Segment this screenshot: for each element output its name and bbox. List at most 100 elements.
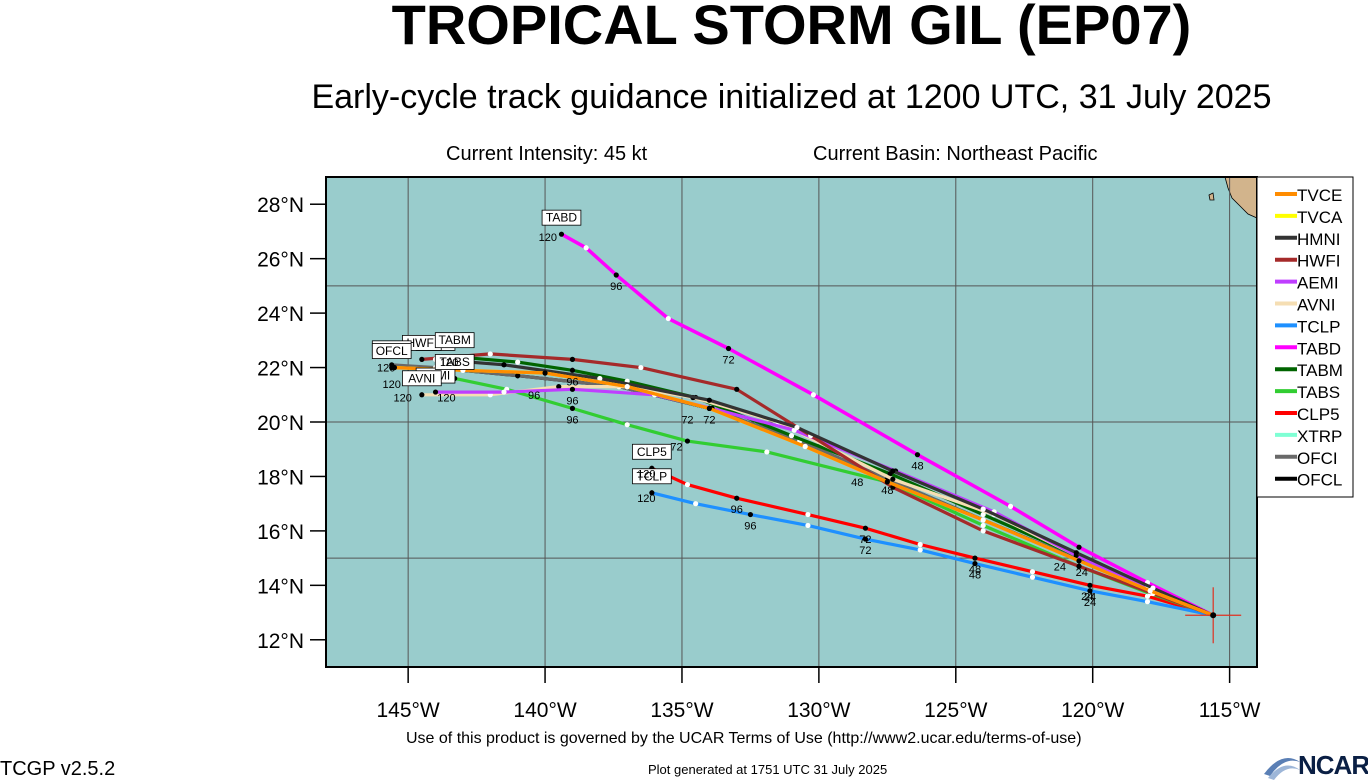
track-point (1029, 569, 1036, 575)
forecast-hour-label: 96 (744, 521, 756, 533)
track-point (391, 364, 398, 371)
lat-label: 26°N (257, 249, 304, 272)
legend-label-tclp: TCLP (1297, 317, 1340, 336)
track-point (980, 511, 986, 518)
ncar-logo-text: NCAR (1298, 750, 1368, 780)
track-point (684, 438, 691, 444)
forecast-hour-label: 96 (731, 504, 743, 516)
model-tracks (389, 231, 1214, 617)
endpoint-tag-box (541, 209, 582, 226)
init-marker (1185, 587, 1242, 644)
endpoint-tag-text: HWFI (407, 336, 438, 350)
track-point (917, 541, 923, 548)
legend-label-ofci: OFCI (1297, 449, 1338, 468)
track-point (972, 560, 978, 567)
legend-label-tabm: TABM (1297, 361, 1343, 380)
track-labels: HMNIHWFIAEMIAVNI96724824TCLP967248TABD96… (371, 209, 1096, 609)
forecast-hour-label: 48 (969, 564, 981, 576)
track-point (613, 272, 619, 278)
track-point (569, 356, 576, 362)
forecast-hour-label: 72 (670, 442, 682, 454)
track-point (862, 536, 869, 542)
forecast-hour-label: 24 (1081, 591, 1093, 603)
track-point (706, 397, 712, 403)
track-point (980, 522, 986, 529)
track-point (542, 370, 548, 376)
track-point (1076, 563, 1082, 569)
track-point (649, 490, 655, 496)
lat-label: 22°N (257, 358, 304, 381)
terms-of-use: Use of this product is governed by the U… (406, 730, 1082, 747)
forecast-hour-label: 24 (1084, 597, 1096, 609)
track-hmni (435, 357, 1214, 617)
lon-label: 135°W (650, 699, 713, 722)
current-basin: Current Basin: Northeast Pacific (813, 143, 1098, 165)
legend-label-tvca: TVCA (1297, 208, 1343, 227)
forecast-hour-label: 72 (681, 414, 693, 426)
track-point (487, 351, 493, 357)
forecast-hour-label: 120 (637, 493, 655, 505)
forecast-hour-label: 48 (969, 570, 981, 582)
track-point (1073, 550, 1079, 556)
track-point (734, 386, 740, 392)
lat-label: 24°N (257, 303, 304, 326)
track-point (624, 384, 630, 390)
track-point (569, 405, 576, 411)
forecast-hour-label: 96 (528, 390, 540, 402)
lat-label: 14°N (257, 575, 304, 598)
legend-label-aemi: AEMI (1297, 274, 1339, 293)
endpoint-tag-tabs: TABS (434, 354, 475, 370)
endpoint-tag-clp5: CLP5 (632, 443, 672, 460)
track-point (917, 547, 923, 553)
lat-label: 28°N (257, 194, 304, 217)
track-point (665, 315, 671, 322)
track-point (706, 405, 712, 411)
track-point (884, 479, 890, 485)
legend-label-tvce: TVCE (1297, 186, 1342, 205)
lat-label: 16°N (257, 521, 304, 544)
track-point (890, 468, 896, 474)
track-point (556, 384, 562, 390)
track-point (862, 525, 869, 531)
lon-label: 145°W (377, 699, 440, 722)
track-point (569, 386, 576, 392)
page-subtitle: Early-cycle track guidance initialized a… (311, 78, 1272, 116)
track-point (890, 476, 896, 482)
legend: TVCE TVCA HMNI HWFI AEMI AVNI TCLP TABD TABM TABS… (1256, 176, 1354, 498)
track-point (764, 449, 770, 455)
forecast-hour-label: 96 (566, 414, 578, 426)
track-point (980, 506, 986, 512)
forecast-hour-label: 120 (383, 379, 401, 391)
lon-label: 120°W (1061, 699, 1124, 722)
lat-label: 18°N (257, 466, 304, 489)
legend-box (1256, 176, 1354, 498)
forecast-hour-label: 48 (911, 461, 923, 473)
forecast-hour-label: 72 (859, 545, 871, 557)
track-point (693, 501, 699, 507)
legend-label-xtrp: XTRP (1297, 427, 1342, 446)
track-point (805, 522, 811, 529)
lat-label: 12°N (257, 630, 304, 653)
track-point (1076, 558, 1082, 564)
track-point (419, 356, 425, 362)
axis-labels: 28°N 26°N 24°N 22°N 20°N 18°N 16°N 14°N 12°N 145°… (257, 194, 1261, 722)
track-point (802, 443, 808, 450)
track-point (583, 245, 589, 251)
track-point (794, 424, 800, 431)
track-point (980, 517, 986, 523)
track-point (501, 389, 507, 395)
legend-label-tabd: TABD (1297, 339, 1341, 358)
track-point (419, 392, 425, 398)
forecast-hour-label: 120 (437, 393, 455, 405)
track-point (747, 511, 754, 518)
forecast-hour-label: 120 (637, 469, 655, 481)
track-point (1087, 588, 1093, 594)
track-point (515, 373, 521, 379)
forecast-hour-label: 72 (859, 534, 871, 546)
endpoint-tag-text: TABD (546, 211, 577, 225)
track-point (1144, 599, 1151, 605)
forecast-hour-label: 96 (566, 376, 578, 388)
endpoint-tag-text: AVNI (408, 371, 435, 385)
track-point (914, 452, 921, 458)
track-point (810, 392, 817, 398)
